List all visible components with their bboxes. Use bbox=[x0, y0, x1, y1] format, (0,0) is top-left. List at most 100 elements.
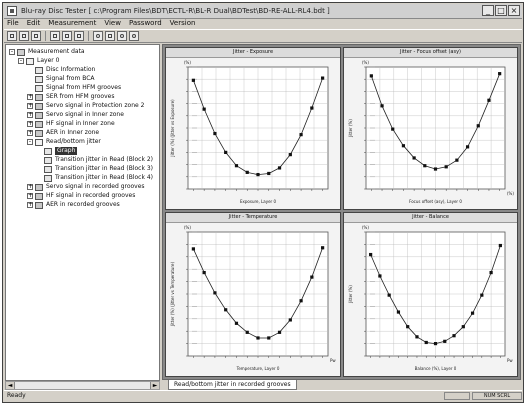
tab-recorded-grooves-jitter[interactable]: Read/bottom jitter in recorded grooves bbox=[168, 380, 297, 390]
scroll-left-arrow-icon[interactable]: ◄ bbox=[6, 382, 15, 389]
expand-icon[interactable]: + bbox=[27, 201, 34, 208]
tree-item-label: Signal from BCA bbox=[46, 75, 95, 82]
chart-window-balance[interactable]: Jitter - Balance (%) Balance (%), Layer 0… bbox=[343, 212, 518, 377]
tree-item[interactable]: - Measurement data bbox=[9, 48, 85, 56]
expand-icon[interactable]: + bbox=[27, 111, 34, 118]
x-unit-label: Pw bbox=[507, 358, 513, 363]
tree-item-label: HF signal in Inner zone bbox=[46, 120, 115, 127]
data-point bbox=[321, 76, 325, 80]
x-unit-label: (%) bbox=[507, 191, 514, 196]
data-point bbox=[498, 72, 502, 76]
x-axis-label: Balance (%), Layer 0 bbox=[415, 366, 457, 371]
window-title: Blu-ray Disc Tester [ c:\Program Files\B… bbox=[21, 7, 330, 15]
tree-item[interactable]: Signal from BCA bbox=[27, 75, 95, 83]
y-unit-label: (%) bbox=[362, 60, 369, 65]
print-preview-icon[interactable] bbox=[62, 31, 72, 41]
x-axis-label: Focus offset (asy), Layer 0 bbox=[409, 199, 462, 204]
y-axis-label: Jitter (%) bbox=[348, 285, 353, 304]
data-point bbox=[310, 106, 314, 110]
collapse-icon[interactable]: - bbox=[18, 57, 24, 64]
new-icon[interactable] bbox=[7, 31, 17, 41]
close-button[interactable]: × bbox=[508, 5, 520, 16]
folder-icon bbox=[35, 192, 43, 200]
menu-edit[interactable]: Edit bbox=[26, 19, 41, 27]
minimize-button[interactable]: _ bbox=[482, 5, 494, 16]
tree-item[interactable]: + HF signal in Inner zone bbox=[27, 120, 115, 128]
chart-title: Jitter - Focus offset (asy) bbox=[344, 48, 517, 58]
stop-icon[interactable] bbox=[105, 31, 115, 41]
tree-item[interactable]: + Servo signal in Inner zone bbox=[27, 111, 124, 119]
copy-icon[interactable] bbox=[74, 31, 84, 41]
tree-item[interactable]: + AER in Inner zone bbox=[27, 129, 99, 137]
data-point bbox=[461, 325, 465, 329]
tree-item[interactable]: Signal from HFM grooves bbox=[27, 84, 121, 92]
tree-item-selected[interactable]: Graph bbox=[36, 147, 78, 155]
expand-icon[interactable]: + bbox=[27, 129, 34, 136]
data-point bbox=[245, 330, 249, 334]
data-point bbox=[498, 243, 502, 248]
chart-window-focus-offset[interactable]: Jitter - Focus offset (asy) (%) Focus off… bbox=[343, 47, 518, 210]
tree-item[interactable]: + SER from HFM grooves bbox=[27, 93, 114, 101]
chart-title: Jitter - Temperature bbox=[166, 213, 340, 223]
data-point bbox=[415, 335, 419, 339]
tree-item[interactable]: - Read/bottom jitter bbox=[27, 138, 101, 146]
tree-item[interactable]: - Layer 0 bbox=[18, 57, 59, 65]
toolbar-separator bbox=[45, 31, 46, 41]
spacer bbox=[36, 175, 42, 181]
settings-icon[interactable] bbox=[117, 31, 127, 41]
menu-view[interactable]: View bbox=[104, 19, 121, 27]
tree-item[interactable]: Transition jitter in Read (Block 2) bbox=[36, 156, 153, 164]
tree-item-label: Graph bbox=[55, 147, 78, 155]
tree-item-label: Transition jitter in Read (Block 4) bbox=[55, 174, 154, 181]
title-bar[interactable]: Blu-ray Disc Tester [ c:\Program Files\B… bbox=[4, 4, 522, 19]
tree-item[interactable]: Transition jitter in Read (Block 4) bbox=[36, 174, 153, 182]
save-icon[interactable] bbox=[31, 31, 41, 41]
expand-icon[interactable]: + bbox=[27, 192, 34, 199]
tree-item[interactable]: Disc Information bbox=[27, 66, 95, 74]
data-point bbox=[380, 104, 384, 108]
tree-item[interactable]: + Servo signal in Protection zone 2 bbox=[27, 102, 144, 110]
expand-icon[interactable]: + bbox=[27, 93, 34, 100]
data-point bbox=[202, 107, 206, 111]
tree-item[interactable]: + Servo signal in recorded grooves bbox=[27, 183, 145, 191]
chart-title: Jitter - Exposure bbox=[166, 48, 340, 58]
chart-window-temperature[interactable]: Jitter - Temperature (%) Temperature, Lay… bbox=[165, 212, 341, 377]
data-point bbox=[277, 330, 282, 334]
measurement-tree[interactable]: - Measurement data - Layer 0 Disc Informatio… bbox=[5, 44, 160, 381]
expand-icon[interactable]: + bbox=[27, 102, 34, 109]
app-icon[interactable] bbox=[7, 6, 17, 16]
chart-window-exposure[interactable]: Jitter - Exposure (%) Exposure, Layer 0 Ji… bbox=[165, 47, 341, 210]
x-axis-label: Temperature, Layer 0 bbox=[236, 366, 280, 371]
maximize-button[interactable]: □ bbox=[495, 5, 507, 16]
collapse-icon[interactable]: - bbox=[9, 48, 15, 55]
expand-icon[interactable]: + bbox=[27, 183, 34, 190]
tree-horizontal-scrollbar[interactable]: ◄ ► bbox=[5, 381, 160, 390]
menu-measurement[interactable]: Measurement bbox=[48, 19, 97, 27]
menu-file[interactable]: File bbox=[7, 19, 19, 27]
x-unit-label: Pw bbox=[330, 358, 336, 363]
jitter-temperature-chart: (%) Temperature, Layer 0 Jitter (%) (Jitte… bbox=[170, 225, 336, 371]
data-point bbox=[406, 325, 410, 329]
scroll-right-arrow-icon[interactable]: ► bbox=[150, 382, 159, 389]
data-point bbox=[310, 275, 314, 279]
measure-icon[interactable] bbox=[93, 31, 103, 41]
data-point bbox=[202, 270, 206, 275]
open-icon[interactable] bbox=[19, 31, 29, 41]
data-point bbox=[489, 270, 493, 275]
folder-open-icon bbox=[26, 57, 34, 65]
tree-item[interactable]: + HF signal in recorded grooves bbox=[27, 192, 135, 200]
data-point bbox=[321, 246, 325, 250]
collapse-icon[interactable]: - bbox=[27, 138, 33, 145]
print-icon[interactable] bbox=[50, 31, 60, 41]
expand-icon[interactable]: + bbox=[27, 120, 34, 127]
tree-item[interactable]: Transition jitter in Read (Block 3) bbox=[36, 165, 153, 173]
help-icon[interactable] bbox=[129, 31, 139, 41]
menu-version[interactable]: Version bbox=[169, 19, 196, 27]
database-icon bbox=[17, 48, 25, 56]
tree-item[interactable]: + AER in recorded grooves bbox=[27, 201, 120, 209]
spacer bbox=[36, 166, 42, 172]
menu-password[interactable]: Password bbox=[128, 19, 162, 27]
tree-item-label: Measurement data bbox=[28, 48, 85, 55]
tree-item-label: AER in recorded grooves bbox=[46, 201, 120, 208]
tree-item-label: Transition jitter in Read (Block 2) bbox=[55, 156, 154, 163]
